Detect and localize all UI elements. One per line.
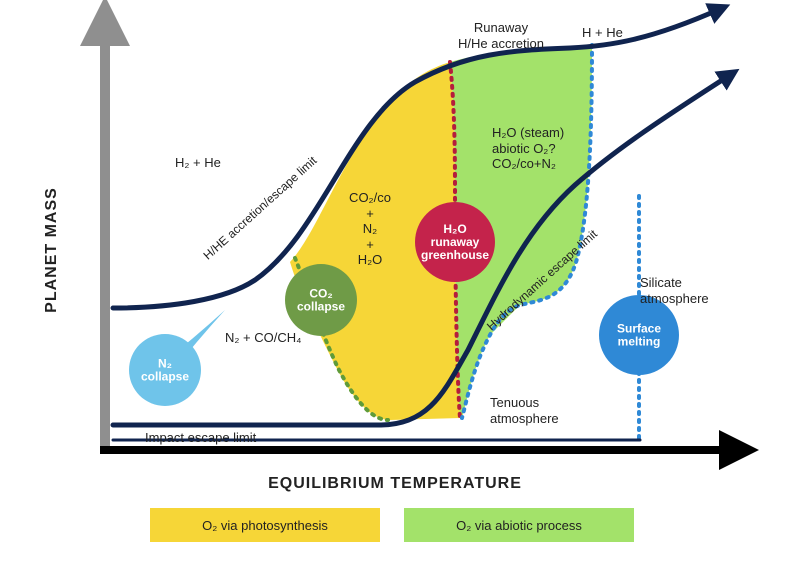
node-co2-collapse: CO₂collapse — [285, 264, 357, 336]
svg-text:runaway: runaway — [431, 235, 480, 249]
label-impact-escape-limit: Impact escape limit — [145, 430, 256, 446]
svg-text:H₂O: H₂O — [443, 222, 466, 236]
x-axis-label: EQUILIBRIUM TEMPERATURE — [268, 475, 522, 493]
label-tenuous-atmosphere: Tenuousatmosphere — [490, 395, 559, 426]
label-h2o-steam: H₂O (steam)abiotic O₂?CO₂/co+N₂ — [492, 125, 564, 172]
legend-swatch-abiotic: O₂ via abiotic process — [404, 508, 634, 542]
label-h2-he: H₂ + He — [175, 155, 221, 171]
y-axis-label: PLANET MASS — [43, 187, 61, 313]
svg-text:N₂: N₂ — [158, 357, 172, 371]
label-co2-stack: CO₂/co+N₂+H₂O — [349, 190, 391, 268]
svg-text:collapse: collapse — [297, 300, 345, 314]
label-runaway-accretion: RunawayH/He accretion — [458, 20, 544, 51]
svg-text:collapse: collapse — [141, 370, 189, 384]
svg-text:greenhouse: greenhouse — [421, 248, 489, 262]
legend-swatch-photosynthesis: O₂ via photosynthesis — [150, 508, 380, 542]
legend: O₂ via photosynthesis O₂ via abiotic pro… — [150, 508, 634, 542]
node-surface-melting: Surfacemelting — [599, 295, 679, 375]
label-silicate-atmosphere: Silicateatmosphere — [640, 275, 709, 306]
planet-atmosphere-diagram: N₂collapse CO₂collapse H₂Orunawaygreenho… — [0, 0, 800, 564]
node-n2-collapse: N₂collapse — [129, 334, 201, 406]
svg-text:melting: melting — [618, 335, 661, 349]
node-h2o-runaway: H₂Orunawaygreenhouse — [415, 202, 495, 282]
label-n2-co-ch4: N₂ + CO/CH₄ — [225, 330, 301, 346]
label-h-he: H + He — [582, 25, 623, 41]
svg-text:Surface: Surface — [617, 322, 661, 336]
svg-text:CO₂: CO₂ — [309, 287, 332, 301]
